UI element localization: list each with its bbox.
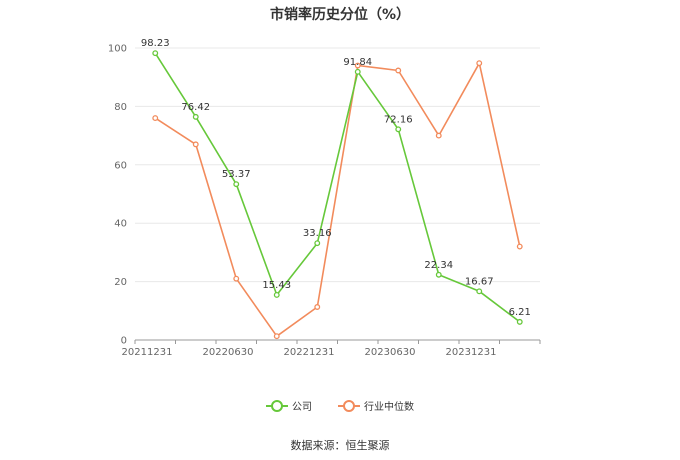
series-1-point-1[interactable] — [192, 141, 199, 148]
series-1-point-7[interactable] — [435, 132, 442, 139]
y-tick-label-0: 0 — [121, 336, 127, 347]
x-tick-label-20220630: 20220630 — [203, 347, 254, 358]
grid-layer — [135, 47, 540, 283]
series-0-point-8[interactable] — [476, 288, 483, 295]
data-label-3: 15.43 — [262, 280, 291, 291]
series-1-point-4[interactable] — [314, 304, 321, 310]
legend-item-industry-median[interactable]: 行业中位数 — [338, 398, 414, 413]
series-line-1 — [154, 62, 521, 338]
legend-item-company[interactable]: 公司 — [266, 398, 312, 413]
series-0-point-0[interactable] — [152, 50, 159, 57]
series-1-point-5[interactable] — [354, 62, 361, 69]
legend-swatch-company — [266, 399, 288, 412]
axis-layer: 0 20 40 60 80 100 20211231 20220630 20221231 2023… — [108, 44, 541, 358]
series-1-point-8[interactable] — [476, 60, 483, 67]
legend-swatch-industry-median — [338, 399, 360, 412]
series-layer — [152, 50, 523, 340]
data-label-6: 72.16 — [384, 114, 413, 125]
x-tick-label-20211231: 20211231 — [122, 347, 173, 358]
data-label-2: 53.37 — [222, 169, 251, 180]
y-tick-label-20: 20 — [114, 277, 127, 288]
data-label-7: 22.34 — [424, 260, 453, 271]
series-0-point-7[interactable] — [435, 271, 442, 278]
chart-title: 市销率历史分位（%） — [269, 7, 411, 23]
legend-label-industry-median: 行业中位数 — [364, 402, 414, 413]
data-label-5: 91.84 — [343, 57, 372, 68]
legend: 公司 行业中位数 — [0, 398, 680, 413]
data-label-8: 16.67 — [465, 276, 494, 287]
series-0-point-6[interactable] — [395, 126, 402, 133]
label-layer: 98.23 76.42 53.37 15.43 33.16 91.84 72.16 22.34… — [141, 38, 531, 318]
x-tick-label-20221231: 20221231 — [284, 347, 335, 358]
series-0-point-4[interactable] — [314, 240, 321, 247]
series-0-point-2[interactable] — [233, 181, 240, 188]
legend-label-company: 公司 — [292, 402, 312, 413]
y-tick-label-100: 100 — [108, 44, 127, 55]
data-source-note: 数据来源：恒生聚源 — [290, 439, 390, 452]
data-label-1: 76.42 — [181, 102, 210, 113]
data-label-0: 98.23 — [141, 38, 170, 49]
series-0-point-1[interactable] — [192, 113, 199, 120]
y-tick-label-40: 40 — [114, 219, 127, 230]
series-1-point-2[interactable] — [233, 275, 240, 282]
series-0-point-9[interactable] — [516, 318, 523, 325]
y-tick-label-60: 60 — [114, 160, 127, 171]
series-0-point-3[interactable] — [273, 291, 280, 298]
series-0-point-5[interactable] — [354, 68, 361, 75]
x-tick-label-20230630: 20230630 — [365, 347, 416, 358]
series-1-point-6[interactable] — [395, 67, 402, 74]
data-label-4: 33.16 — [303, 228, 332, 239]
y-tick-label-80: 80 — [114, 102, 127, 113]
x-tick-label-20231231: 20231231 — [446, 347, 497, 358]
series-1-point-0[interactable] — [152, 115, 159, 122]
series-1-point-9[interactable] — [516, 243, 523, 250]
series-line-0 — [154, 52, 521, 323]
data-label-9: 6.21 — [509, 307, 531, 318]
series-1-point-3[interactable] — [273, 333, 280, 340]
